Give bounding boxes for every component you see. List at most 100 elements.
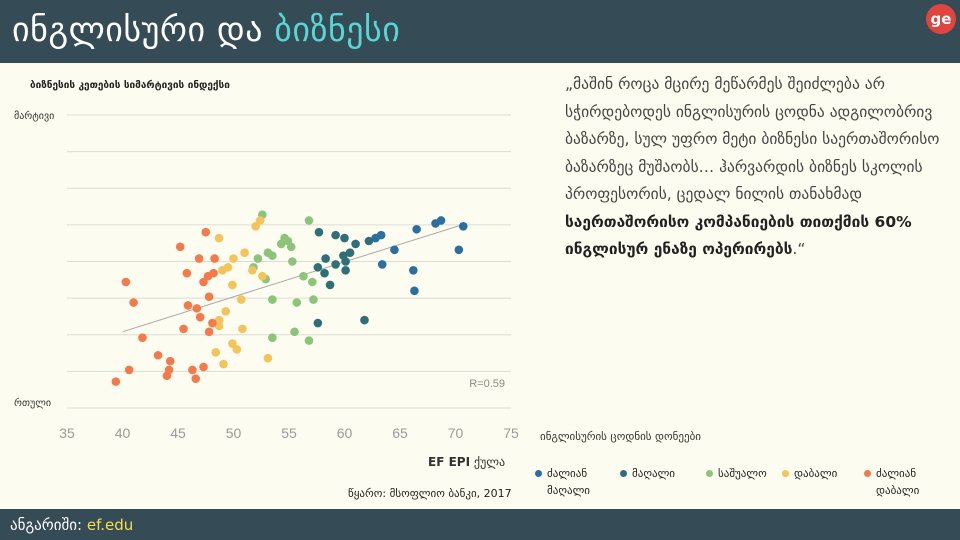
data-point (183, 301, 193, 310)
data-point (268, 251, 277, 260)
data-point (304, 216, 314, 225)
data-point (236, 295, 246, 304)
x-tick-label: 40 (115, 425, 131, 441)
data-point (390, 245, 399, 255)
data-point (208, 318, 217, 328)
data-point (290, 327, 299, 337)
data-point (191, 374, 201, 384)
x-axis-label-bold: EF EPI (428, 455, 471, 469)
legend-item-low: დაბალი (782, 465, 852, 482)
data-point (218, 265, 227, 275)
legend-item-high: მაღალი (620, 465, 690, 482)
data-point (214, 233, 224, 243)
data-point (228, 339, 237, 348)
data-point (313, 318, 323, 328)
footer-link[interactable]: ef.edu (86, 516, 134, 534)
scatter-chart: 35 40 45 50 55 60 65 70 75 მარტივი რთული R=0.59 (14, 110, 519, 441)
data-point (409, 265, 418, 275)
data-point (320, 268, 329, 278)
data-point (360, 315, 369, 325)
footer-bar: ანგარიში: ef.edu (0, 509, 960, 540)
x-tick-label: 75 (503, 425, 519, 441)
footer-text: ანგარიში: ef.edu (10, 516, 133, 534)
slide-title: ინგლისური და ბიზნესი (12, 10, 400, 50)
data-point (436, 216, 446, 225)
title-main: ინგლისური და (12, 10, 263, 50)
data-point (129, 298, 138, 307)
data-point (288, 257, 297, 266)
data-point (192, 304, 202, 313)
data-point (240, 248, 249, 258)
data-point (276, 239, 286, 249)
data-point (214, 321, 224, 331)
data-point (111, 377, 121, 386)
data-point (304, 336, 314, 345)
data-point (201, 227, 211, 237)
data-point (253, 254, 263, 263)
data-point (232, 345, 242, 354)
legend-item-medium: საშუალო (706, 465, 776, 482)
data-point (341, 265, 350, 275)
legend-label: დაბალი (794, 467, 838, 480)
legend-dot-icon (620, 470, 627, 477)
x-tick-label: 70 (448, 425, 464, 441)
data-point (165, 356, 175, 366)
legend-title: ინგლისურის ცოდნის დონეები (540, 430, 701, 443)
data-point (263, 353, 273, 363)
data-point (331, 260, 340, 269)
data-point (204, 292, 214, 301)
data-point (179, 324, 188, 334)
data-point (175, 242, 185, 252)
data-point (314, 227, 324, 237)
x-axis-label: EF EPI ქულა (428, 455, 505, 469)
data-point (204, 327, 214, 337)
data-point (153, 350, 163, 360)
data-point (209, 268, 218, 278)
legend-dot-icon (706, 470, 713, 477)
header-bar: ინგლისური და ბიზნესი ge (0, 0, 960, 63)
y-label-bottom: რთული (14, 397, 51, 409)
data-point (377, 260, 387, 269)
data-point (138, 333, 147, 342)
legend-label: მაღალი (632, 467, 675, 480)
data-point (308, 277, 317, 287)
data-point (299, 271, 308, 281)
data-point (228, 280, 237, 290)
data-point (121, 277, 131, 287)
data-point (162, 371, 172, 381)
data-point (331, 230, 340, 240)
data-point (221, 307, 231, 316)
quote-plain: „მაშინ როცა მცირე მეწარმეს შეიძლება არ ს… (565, 75, 940, 203)
x-tick-label: 35 (59, 425, 75, 441)
x-tick-label: 60 (337, 425, 353, 441)
data-point (309, 295, 318, 304)
data-point (458, 222, 468, 231)
data-point (194, 254, 204, 263)
x-tick-label: 55 (281, 425, 297, 441)
data-point (268, 295, 277, 304)
data-point (341, 257, 350, 266)
data-point (313, 263, 323, 272)
data-point (410, 286, 419, 296)
data-point (292, 298, 302, 307)
data-point (454, 245, 464, 255)
data-point (321, 254, 330, 263)
data-point (351, 239, 360, 249)
y-label-top: მარტივი (14, 110, 54, 122)
data-point (229, 254, 238, 263)
data-point (248, 265, 257, 275)
legend-label: ძალიან დაბალი (876, 467, 920, 497)
data-point (199, 277, 208, 287)
legend-dot-icon (535, 470, 542, 477)
data-point (251, 222, 260, 231)
data-point (268, 333, 277, 342)
quote-end: .“ (792, 240, 806, 258)
data-point (182, 268, 192, 278)
data-point (283, 236, 293, 246)
chart-title: ბიზნესის კეთების სიმარტივის ინდექსი (30, 80, 230, 91)
legend-item-very-low: ძალიან დაბალი (864, 465, 934, 499)
data-point (195, 312, 205, 322)
x-axis-label-rest: ქულა (473, 455, 506, 469)
x-tick-label: 65 (392, 425, 408, 441)
trend-line (122, 222, 467, 333)
